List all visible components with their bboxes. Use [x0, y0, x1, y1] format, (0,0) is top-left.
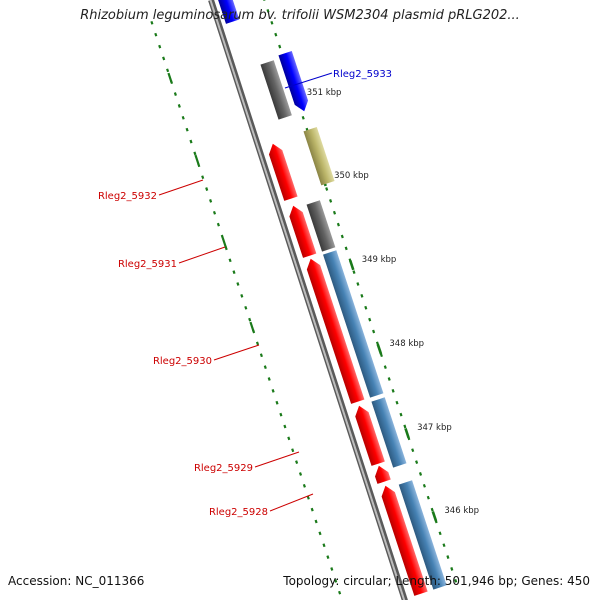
gene-feature	[306, 258, 365, 404]
gene-feature	[289, 205, 317, 258]
scale-tick	[431, 510, 438, 522]
backbone-highlight	[209, 0, 406, 600]
gene-feature	[303, 127, 335, 186]
gene-feature	[371, 397, 407, 468]
gene-label-leader	[158, 179, 204, 196]
scale-tick	[348, 259, 355, 271]
gene-feature	[260, 60, 292, 120]
gene-feature	[306, 200, 336, 252]
scale-tick-label: 349 kbp	[362, 255, 397, 265]
gene-label: Rleg2_5931	[118, 259, 177, 270]
scale-dotted-line-right	[263, 0, 458, 583]
gene-label: Rleg2_5932	[98, 191, 157, 202]
gene-labels: Rleg2_5933 Rleg2_5932 Rleg2_5931 Rleg2_5930…	[98, 69, 392, 518]
scale-tick-label: 351 kbp	[307, 88, 342, 98]
gene-feature	[268, 143, 298, 201]
gene-feature	[375, 465, 391, 484]
summary-text: Topology: circular; Length: 501,946 bp; …	[283, 574, 590, 588]
gene-label: Rleg2_5930	[153, 356, 212, 367]
gene-feature	[323, 250, 384, 398]
scale-tick	[376, 343, 383, 355]
scale-tick-label: 348 kbp	[389, 339, 424, 349]
backbone	[208, 0, 408, 600]
scale-tick	[404, 427, 410, 439]
scale-minor-tick	[249, 321, 255, 332]
scale-minor-tick	[221, 237, 227, 248]
gene-label: Rleg2_5933	[333, 69, 392, 80]
gene-label-leader	[269, 493, 314, 512]
gene-label: Rleg2_5928	[209, 507, 268, 518]
gene-feature	[355, 405, 385, 466]
gene-label-leader	[213, 344, 260, 361]
gene-label: Rleg2_5929	[194, 463, 253, 474]
gene-feature	[278, 51, 309, 112]
gene-label-leader	[254, 451, 300, 468]
scale-minor-tick	[167, 72, 173, 83]
gene-features	[215, 0, 447, 596]
gene-feature	[215, 0, 240, 24]
accession-text: Accession: NC_011366	[8, 574, 145, 588]
scale-tick-label: 346 kbp	[444, 506, 479, 516]
scale-tick-label: 350 kbp	[334, 171, 369, 181]
scale-minor-tick	[194, 154, 200, 165]
map-title: Rhizobium leguminosarum bv. trifolii WSM…	[80, 8, 520, 23]
gene-feature	[381, 485, 428, 596]
gene-label-leader	[178, 246, 226, 264]
gene-feature	[398, 480, 447, 590]
scale-tick-label: 347 kbp	[417, 423, 452, 433]
scale-ticks: 351 kbp 350 kbp 349 kbp 348 kbp 347 kbp 346 k…	[150, 0, 479, 595]
gene-label-leader	[284, 72, 333, 89]
